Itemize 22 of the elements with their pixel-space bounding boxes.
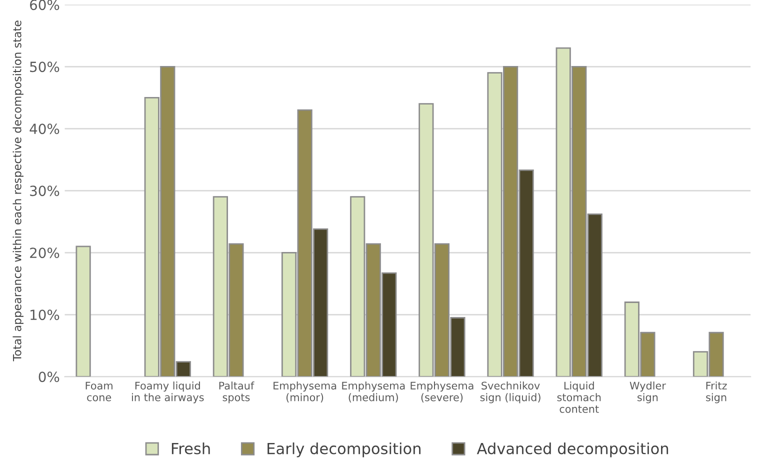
x-tick-label: Fritz sign <box>706 382 727 404</box>
bar <box>76 246 91 377</box>
x-tick-label: Emphysema (severe) <box>410 382 474 402</box>
y-tick-label: 10% <box>30 310 60 320</box>
x-tick-label: Emphysema (medium) <box>342 382 405 402</box>
legend-label: Early decomposition <box>268 442 420 458</box>
x-tick-label: Wydler sign <box>630 382 666 404</box>
y-tick-label: 60% <box>30 0 60 10</box>
y-tick-label: 40% <box>30 124 60 134</box>
y-axis-title: Total appearance within each respective decomposition state <box>12 20 24 362</box>
y-tick-label: 20% <box>30 248 60 258</box>
x-tick-label: Svechnikov sign (liquid) <box>480 382 540 404</box>
y-tick-label: 0% <box>38 372 60 382</box>
y-tick-label: 30% <box>30 186 60 196</box>
x-tick-label: Liquid stomach content <box>557 382 601 413</box>
x-tick-label: Paltauf spots <box>219 382 254 404</box>
legend-label: Fresh <box>172 442 210 454</box>
x-tick-label: Emphysema (minor) <box>274 382 336 402</box>
legend-label: Advanced decomposition <box>476 442 668 458</box>
y-tick-label: 50% <box>30 62 60 72</box>
x-tick-label: Foam cone <box>86 382 112 402</box>
x-tick-label: Foamy liquid in the airways <box>132 382 204 404</box>
